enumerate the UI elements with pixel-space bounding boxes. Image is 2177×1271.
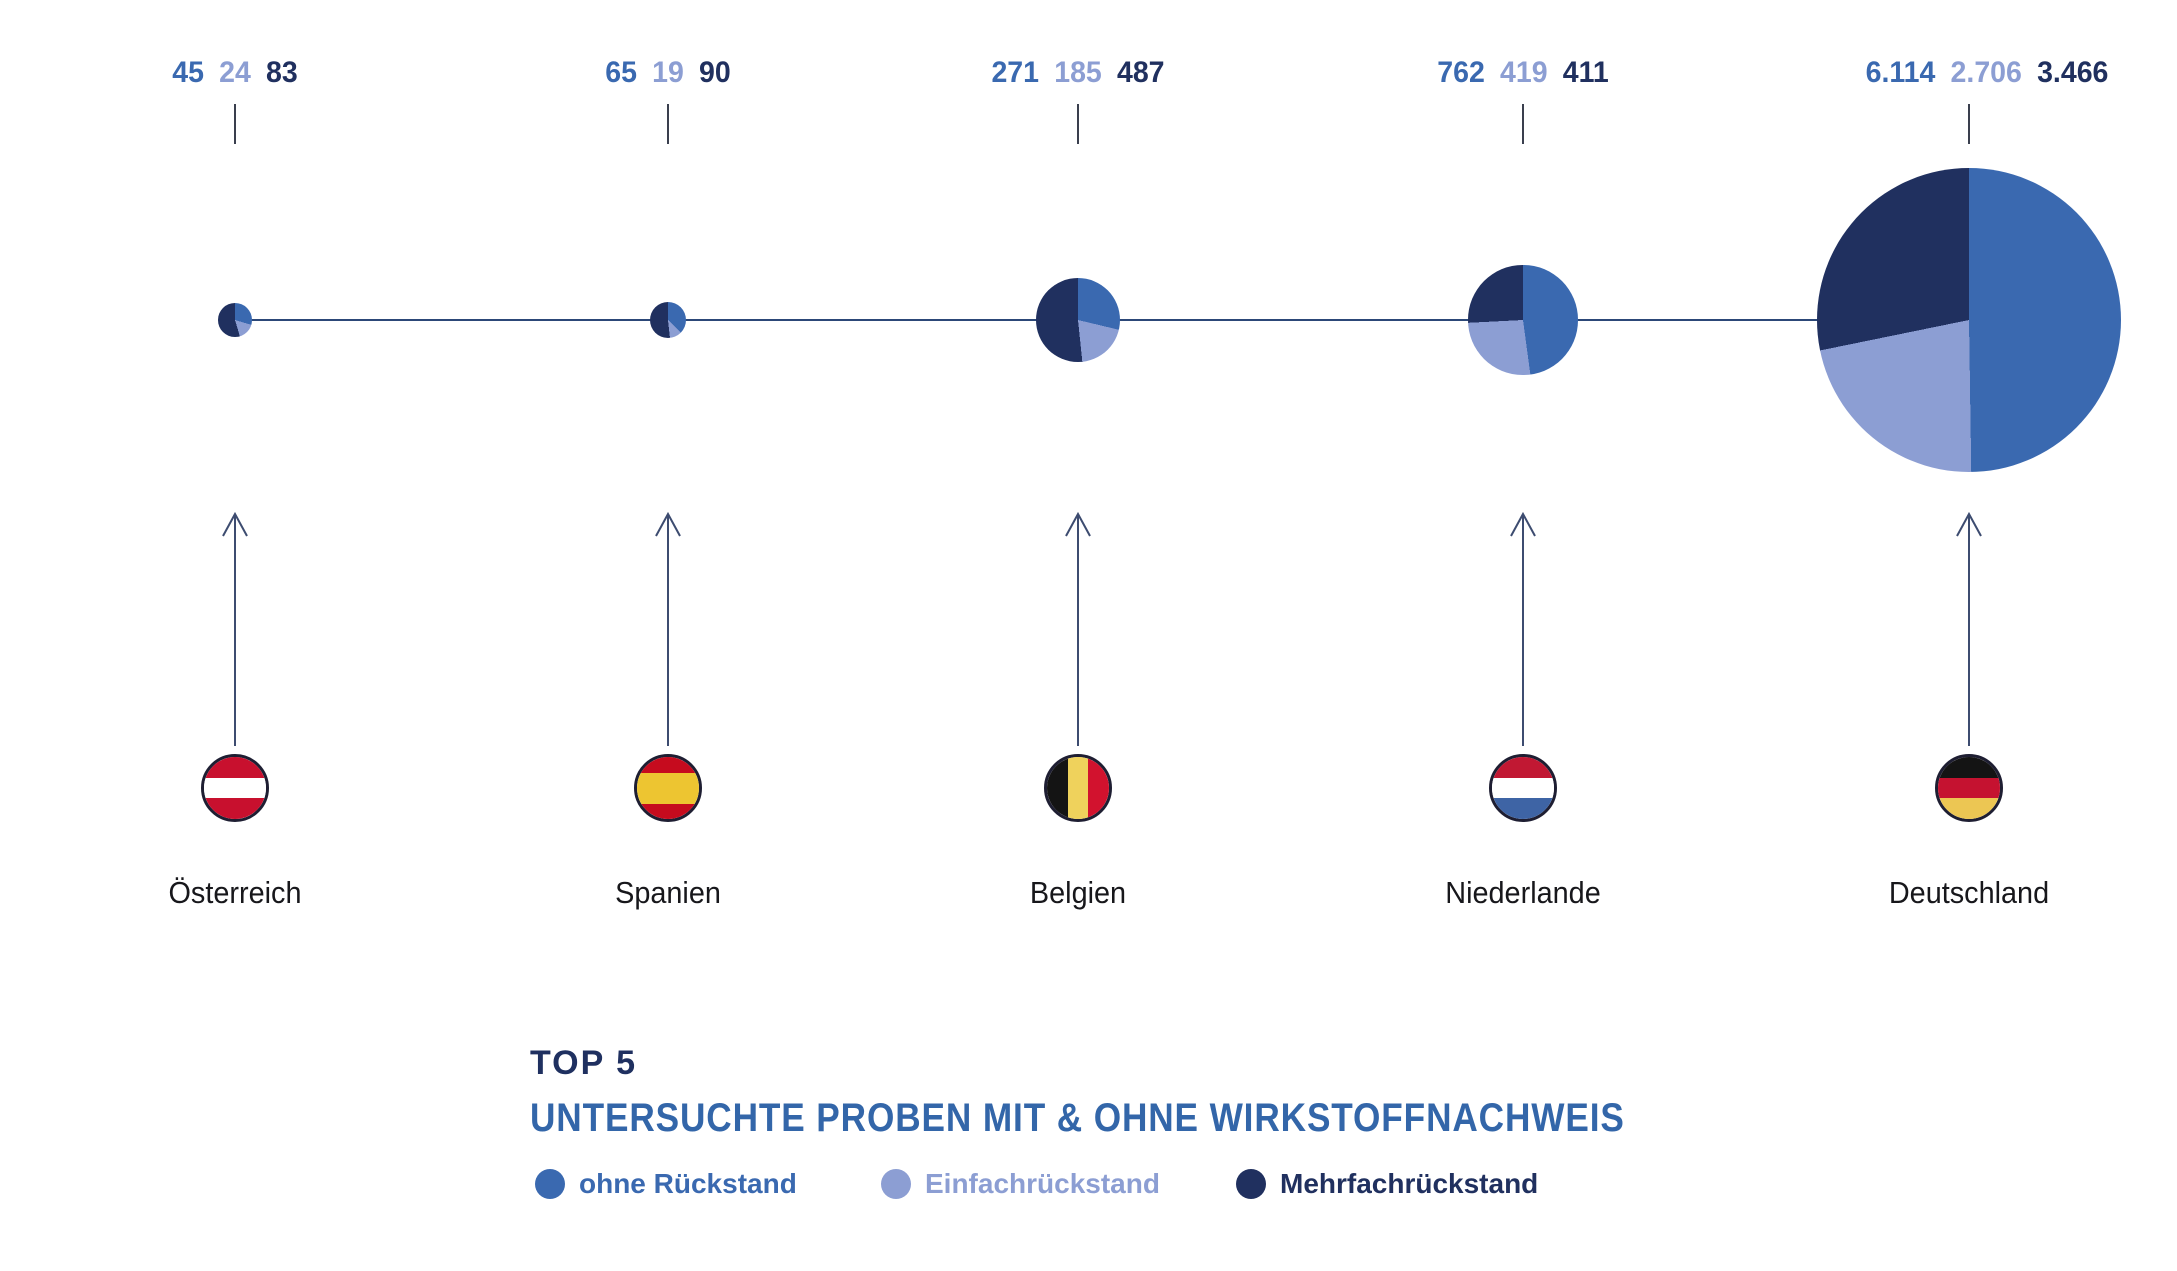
- spanien-sample-counts: 65 19 90: [605, 56, 731, 90]
- niederlande-flag-icon: [1489, 754, 1557, 822]
- tick-mark: [1968, 104, 1970, 144]
- niederlande-sample-counts: 762 419 411: [1437, 56, 1609, 90]
- count-ohne: 45: [172, 56, 204, 89]
- flag-stripe: [1938, 757, 2000, 778]
- tick-mark: [1522, 104, 1524, 144]
- up-arrow-icon: [1065, 511, 1091, 746]
- flag-stripe: [1088, 757, 1109, 819]
- count-ohne: 762: [1437, 56, 1485, 89]
- spanien-flag-icon: [634, 754, 702, 822]
- legend-dot-einfach: [881, 1169, 911, 1199]
- country-label-niederlande: Niederlande: [1445, 875, 1601, 910]
- count-mehrfach: 90: [699, 56, 731, 89]
- country-label-spanien: Spanien: [615, 875, 721, 910]
- chart-subtitle: UNTERSUCHTE PROBEN MIT & OHNE WIRKSTOFFN…: [530, 1096, 1625, 1140]
- count-einfach: 185: [1054, 56, 1102, 89]
- flag-stripe: [1492, 757, 1554, 778]
- pie-oesterreich: [218, 303, 252, 337]
- flag-stripe: [1492, 777, 1554, 799]
- oesterreich-sample-counts: 45 24 83: [172, 56, 298, 90]
- flag-stripe: [1047, 757, 1068, 819]
- deutschland-flag-icon: [1935, 754, 2003, 822]
- legend-item-mehrfach: Mehrfachrückstand: [1236, 1168, 1538, 1200]
- flag-stripe: [1067, 757, 1089, 819]
- flag-stripe: [204, 757, 266, 778]
- count-einfach: 2.706: [1950, 56, 2022, 89]
- count-mehrfach: 411: [1562, 56, 1609, 89]
- country-label-belgien: Belgien: [1029, 875, 1127, 910]
- flag-stripe: [637, 757, 699, 773]
- oesterreich-flag-icon: [201, 754, 269, 822]
- count-einfach: 24: [219, 56, 251, 89]
- pie-deutschland: [1817, 168, 2121, 472]
- count-mehrfach: 83: [266, 56, 298, 89]
- count-ohne: 271: [991, 56, 1040, 89]
- tick-mark: [234, 104, 236, 144]
- count-mehrfach: 3.466: [2037, 56, 2109, 89]
- legend-item-einfach: Einfachrückstand: [881, 1168, 1160, 1200]
- count-mehrfach: 487: [1116, 56, 1165, 89]
- country-label-deutschland: Deutschland: [1888, 875, 2050, 910]
- flag-stripe: [204, 798, 266, 819]
- flag-stripe: [1938, 777, 2000, 799]
- deutschland-sample-counts: 6.114 2.706 3.466: [1866, 56, 2109, 90]
- up-arrow-icon: [222, 511, 248, 746]
- chart-title-top5: TOP 5: [530, 1044, 638, 1082]
- flag-stripe: [1938, 798, 2000, 819]
- flag-stripe: [637, 772, 699, 804]
- belgien-flag-icon: [1044, 754, 1112, 822]
- flag-stripe: [204, 777, 266, 799]
- up-arrow-icon: [1510, 511, 1536, 746]
- count-einfach: 419: [1500, 56, 1548, 89]
- legend-dot-mehrfach: [1236, 1169, 1266, 1199]
- pie-belgien: [1035, 277, 1121, 363]
- tick-mark: [667, 104, 669, 144]
- up-arrow-icon: [1956, 511, 1982, 746]
- legend-label-mehrfach: Mehrfachrückstand: [1280, 1168, 1539, 1199]
- flag-stripe: [1492, 798, 1554, 819]
- up-arrow-icon: [655, 511, 681, 746]
- legend-dot-ohne: [535, 1169, 565, 1199]
- count-ohne: 65: [605, 56, 637, 89]
- legend-item-ohne: ohne Rückstand: [535, 1168, 797, 1200]
- legend-label-ohne: ohne Rückstand: [579, 1168, 797, 1199]
- count-einfach: 19: [652, 56, 684, 89]
- legend-label-einfach: Einfachrückstand: [925, 1168, 1160, 1199]
- count-ohne: 6.114: [1865, 56, 1936, 89]
- pie-niederlande: [1468, 265, 1578, 375]
- belgien-sample-counts: 271 185 487: [991, 56, 1164, 90]
- country-label-oesterreich: Österreich: [168, 875, 302, 910]
- pie-spanien: [649, 301, 687, 339]
- tick-mark: [1077, 104, 1079, 144]
